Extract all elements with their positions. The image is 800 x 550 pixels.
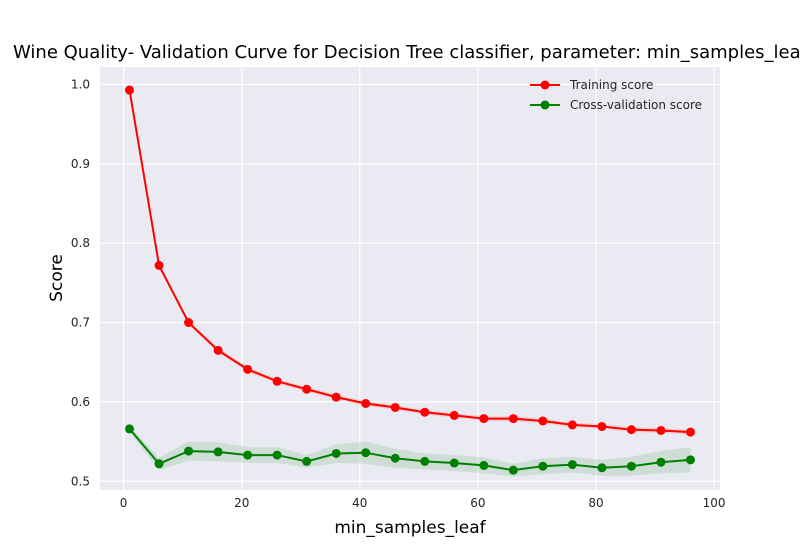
point-series-1 — [331, 448, 341, 458]
point-series-1 — [213, 447, 223, 457]
legend-marker-training — [540, 80, 550, 90]
x-tick-label: 40 — [352, 496, 367, 510]
point-series-0 — [479, 414, 489, 424]
grid-lines — [100, 67, 720, 490]
point-series-1 — [302, 456, 312, 466]
point-series-1 — [390, 453, 400, 463]
point-series-1 — [449, 458, 459, 468]
point-series-0 — [538, 416, 548, 426]
confidence-bands — [129, 89, 691, 477]
point-series-0 — [597, 422, 607, 432]
point-series-0 — [685, 427, 695, 437]
point-series-0 — [656, 425, 666, 435]
x-tick-label: 100 — [703, 496, 726, 510]
point-series-1 — [479, 460, 489, 470]
point-series-1 — [656, 457, 666, 467]
y-tick-labels: 0.5 0.6 0.7 0.8 0.9 1.0 — [71, 77, 90, 488]
point-series-1 — [154, 459, 164, 469]
legend-label-cv: Cross-validation score — [570, 98, 702, 112]
y-tick-label: 0.8 — [71, 236, 90, 250]
point-series-1 — [597, 463, 607, 473]
line-series-0 — [128, 89, 691, 434]
point-series-0 — [626, 425, 636, 435]
legend-marker-cv — [540, 100, 550, 110]
point-series-0 — [508, 414, 518, 424]
point-series-1 — [243, 450, 253, 460]
point-series-1 — [272, 450, 282, 460]
y-tick-label: 0.7 — [71, 316, 90, 330]
point-series-1 — [685, 455, 695, 465]
legend: Training score Cross-validation score — [530, 78, 702, 112]
point-series-1 — [508, 465, 518, 475]
y-tick-label: 0.6 — [71, 395, 90, 409]
point-series-1 — [361, 448, 371, 458]
y-axis-label: Score — [47, 254, 67, 302]
point-series-0 — [302, 384, 312, 394]
point-series-1 — [125, 424, 135, 434]
x-tick-label: 0 — [120, 496, 128, 510]
point-series-0 — [449, 410, 459, 420]
point-series-0 — [184, 318, 194, 328]
legend-label-training: Training score — [569, 78, 653, 92]
point-series-1 — [567, 460, 577, 470]
point-series-0 — [331, 392, 341, 402]
point-series-0 — [154, 260, 164, 270]
point-series-1 — [184, 446, 194, 456]
series-lines — [128, 89, 691, 472]
chart-title: Wine Quality- Validation Curve for Decis… — [13, 42, 800, 63]
plot-area — [100, 67, 720, 490]
y-tick-label: 1.0 — [71, 77, 90, 91]
point-series-1 — [626, 461, 636, 471]
x-tick-label: 20 — [234, 496, 249, 510]
line-series-1 — [128, 428, 691, 472]
point-series-0 — [243, 364, 253, 374]
point-series-0 — [420, 407, 430, 417]
point-series-1 — [538, 461, 548, 471]
x-tick-label: 60 — [470, 496, 485, 510]
point-series-0 — [390, 402, 400, 412]
point-series-0 — [361, 398, 371, 408]
point-series-1 — [420, 456, 430, 466]
point-series-0 — [567, 420, 577, 430]
point-series-0 — [125, 85, 135, 95]
point-series-0 — [213, 345, 223, 355]
x-tick-labels: 0 20 40 60 80 100 — [120, 496, 726, 510]
series-points — [125, 85, 695, 475]
y-tick-label: 0.5 — [71, 474, 90, 488]
point-series-0 — [272, 376, 282, 386]
x-axis-label: min_samples_leaf — [334, 518, 486, 538]
x-tick-label: 80 — [588, 496, 603, 510]
y-tick-label: 0.9 — [71, 157, 90, 171]
band-series-1 — [129, 425, 691, 477]
